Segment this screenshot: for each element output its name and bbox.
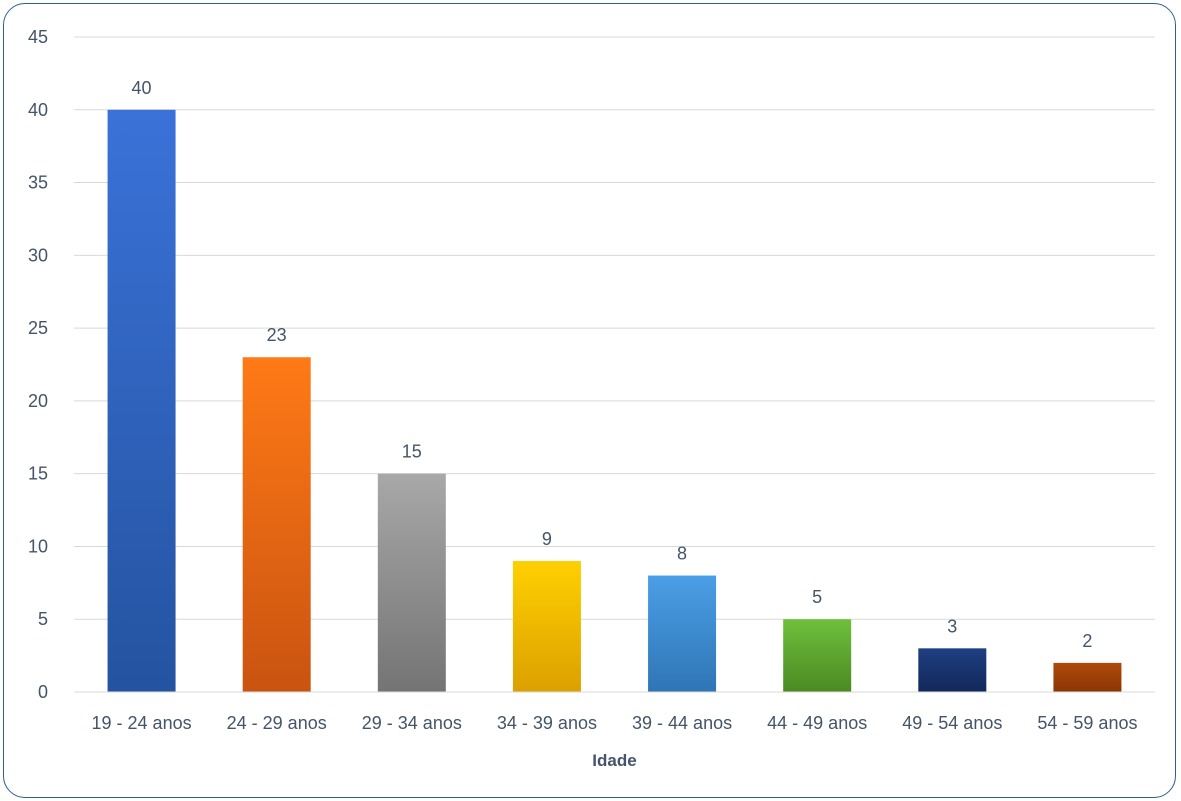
data-label: 40 — [132, 78, 152, 98]
data-label: 15 — [402, 442, 422, 462]
data-label: 3 — [947, 616, 957, 636]
x-tick-label: 54 - 59 anos — [1037, 713, 1137, 733]
gridlines — [74, 36, 1155, 620]
data-label: 8 — [677, 544, 687, 564]
x-axis-title: Idade — [592, 751, 636, 770]
y-tick-label: 45 — [28, 27, 48, 47]
y-tick-label: 35 — [28, 173, 48, 193]
data-label: 23 — [267, 325, 287, 345]
y-tick-label: 10 — [28, 536, 48, 556]
x-tick-label: 44 - 49 anos — [767, 713, 867, 733]
bar-24-29anos — [242, 357, 311, 692]
data-label: 2 — [1082, 631, 1092, 651]
bar-19-24anos — [107, 109, 176, 693]
y-tick-label: 25 — [28, 318, 48, 338]
bar-29-34anos — [377, 473, 446, 692]
y-tick-label: 15 — [28, 464, 48, 484]
data-labels: 40 23 15 9 8 5 3 2 — [132, 78, 1093, 651]
data-label: 5 — [812, 587, 822, 607]
bar-34-39anos — [512, 561, 581, 692]
y-tick-label: 20 — [28, 391, 48, 411]
x-tick-label: 49 - 54 anos — [902, 713, 1002, 733]
x-tick-label: 34 - 39 anos — [497, 713, 597, 733]
y-tick-label: 30 — [28, 245, 48, 265]
bar-39-44anos — [648, 575, 717, 692]
y-tick-label: 40 — [28, 100, 48, 120]
y-tick-label: 0 — [38, 682, 48, 702]
bar-49-54anos — [918, 648, 987, 692]
bar-44-49anos — [783, 619, 852, 692]
y-axis-ticks: 0 5 10 15 20 25 30 35 40 45 — [28, 27, 48, 702]
x-tick-label: 29 - 34 anos — [362, 713, 462, 733]
y-tick-label: 5 — [38, 609, 48, 629]
x-tick-label: 19 - 24 anos — [92, 713, 192, 733]
x-tick-label: 24 - 29 anos — [227, 713, 327, 733]
x-axis-ticks: 19 - 24 anos 24 - 29 anos 29 - 34 anos 34 -… — [92, 713, 1138, 733]
data-label: 9 — [542, 529, 552, 549]
bar-54-59anos — [1053, 662, 1122, 692]
bars — [107, 109, 1122, 693]
x-tick-label: 39 - 44 anos — [632, 713, 732, 733]
